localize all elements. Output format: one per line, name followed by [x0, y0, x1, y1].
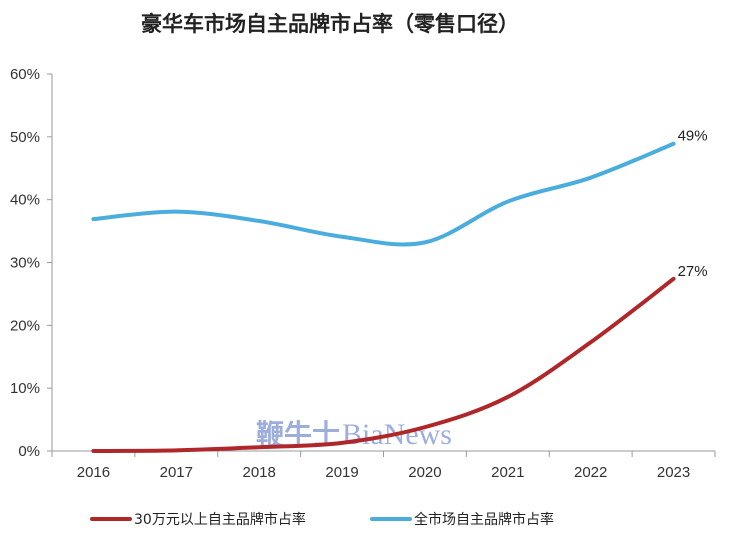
x-tick-label: 2022 — [574, 464, 607, 481]
x-tick-label: 2016 — [77, 464, 110, 481]
legend-item-series-1: 30万元以上自主品牌市占率 — [90, 511, 306, 528]
legend: 30万元以上自主品牌市占率 全市场自主品牌市占率 — [90, 511, 554, 528]
y-tick-label: 40% — [10, 192, 40, 209]
legend-label-series-2: 全市场自主品牌市占率 — [414, 511, 554, 528]
series-line-1 — [91, 276, 676, 453]
x-tick-label: 2017 — [160, 464, 193, 481]
legend-item-series-2: 全市场自主品牌市占率 — [370, 511, 554, 528]
x-tick-label: 2019 — [325, 464, 358, 481]
y-tick-label: 50% — [10, 129, 40, 146]
data-label-series-1: 27% — [678, 263, 708, 280]
y-tick-label: 0% — [18, 443, 40, 460]
data-label-series-2: 49% — [678, 128, 708, 145]
x-tick-label: 2021 — [491, 464, 524, 481]
series-layer: 27% 49% — [91, 128, 708, 453]
x-tick-label: 2020 — [408, 464, 441, 481]
y-axis: 0% 10% 20% 30% 40% 50% 60% — [10, 66, 53, 460]
x-tick-label: 2023 — [657, 464, 690, 481]
y-tick-label: 10% — [10, 380, 40, 397]
y-tick-label: 30% — [10, 255, 40, 272]
x-tick-label: 2018 — [243, 464, 276, 481]
x-axis: 2016 2017 2018 2019 2020 2021 2022 2023 — [51, 450, 716, 481]
legend-label-series-1: 30万元以上自主品牌市占率 — [134, 511, 306, 528]
chart-title: 豪华车市场自主品牌市占率（零售口径） — [141, 12, 519, 36]
y-tick-label: 60% — [10, 66, 40, 83]
series-line-2 — [91, 141, 676, 247]
y-tick-label: 20% — [10, 317, 40, 334]
